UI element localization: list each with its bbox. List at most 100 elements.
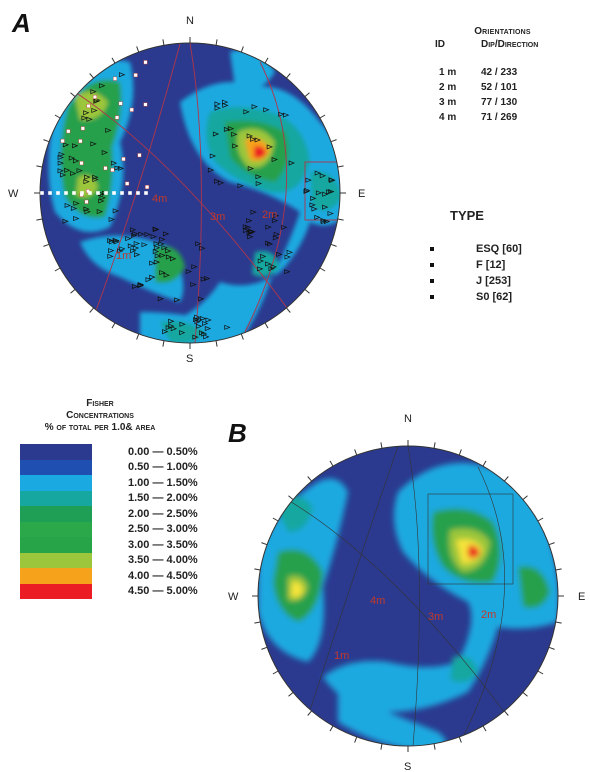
data-point <box>199 316 207 322</box>
data-point <box>80 126 85 131</box>
data-point <box>199 245 206 251</box>
data-point <box>57 154 64 160</box>
data-point <box>266 144 274 150</box>
data-point <box>250 136 257 142</box>
net-tick <box>272 670 279 675</box>
data-point <box>185 269 193 275</box>
net-tick <box>304 289 310 294</box>
bullet-icon <box>430 263 434 267</box>
type-legend-title: TYPE <box>450 208 484 223</box>
type-legend-label: F [12] <box>476 259 506 271</box>
data-point <box>121 157 126 162</box>
data-point <box>270 264 277 270</box>
fisher-legend-swatch <box>20 552 92 568</box>
data-point <box>48 191 52 195</box>
data-point <box>304 187 311 193</box>
orientation-id: 2 m <box>439 82 457 93</box>
data-point <box>255 181 263 187</box>
data-point <box>86 189 91 194</box>
data-point <box>162 231 170 237</box>
type-legend-item: F [12] <box>430 257 522 273</box>
net-tick <box>458 736 462 743</box>
data-point <box>88 191 92 195</box>
data-point <box>104 191 108 195</box>
data-point <box>93 98 100 104</box>
data-point <box>84 174 91 180</box>
fisher-legend-row: 0.00 — 0.50% <box>20 444 198 460</box>
net-tick <box>337 218 344 221</box>
data-point <box>90 89 97 95</box>
data-point <box>265 261 272 267</box>
type-legend-item: ESQ [60] <box>430 241 522 257</box>
data-point <box>110 160 118 166</box>
stereonet-a: 1m 2m 3m 4m N E S W <box>8 15 365 365</box>
data-point <box>254 137 261 143</box>
plane-label-2m-b: 2m <box>481 609 496 621</box>
net-tick <box>288 495 294 500</box>
data-point <box>103 166 108 171</box>
data-point <box>60 138 65 143</box>
bullet-icon <box>430 295 434 299</box>
plane-label-3m-b: 3m <box>428 611 443 623</box>
data-point <box>168 318 175 324</box>
data-point <box>319 173 327 179</box>
fisher-legend-row: 2.00 — 2.50% <box>20 506 198 522</box>
data-point <box>83 110 90 116</box>
data-point <box>163 272 170 278</box>
data-point <box>84 199 89 204</box>
data-point <box>84 209 91 215</box>
data-point <box>263 107 270 113</box>
data-point <box>207 167 215 173</box>
data-point <box>194 319 201 325</box>
data-point <box>260 253 267 259</box>
data-point <box>119 246 126 252</box>
net-tick <box>89 307 94 313</box>
net-tick <box>319 114 326 119</box>
data-point <box>131 283 139 290</box>
orientation-value: 52 / 101 <box>481 82 518 93</box>
net-tick <box>458 449 462 456</box>
net-tick <box>286 73 291 79</box>
data-point <box>247 234 254 240</box>
orientation-value: 42 / 233 <box>481 67 518 78</box>
data-point <box>137 153 142 158</box>
data-point <box>162 329 169 335</box>
plane-label-4m-b: 4m <box>370 595 385 607</box>
north-label-a: N <box>186 15 194 27</box>
data-point <box>153 226 160 233</box>
data-point <box>133 73 138 78</box>
data-point <box>149 260 156 266</box>
data-point <box>199 330 206 336</box>
plane-label-1m-a: 1m <box>116 250 131 262</box>
data-point <box>64 202 71 208</box>
data-point <box>314 170 322 176</box>
data-point <box>96 209 104 215</box>
net-tick <box>307 710 312 716</box>
data-point <box>86 116 93 122</box>
data-point <box>134 252 141 258</box>
net-tick <box>36 165 43 168</box>
fisher-legend-row: 4.50 — 5.00% <box>20 583 198 599</box>
fisher-legend-swatch <box>20 583 92 599</box>
net-tick <box>286 307 291 313</box>
data-points-a <box>40 60 336 340</box>
net-tick <box>261 646 268 650</box>
data-point <box>243 228 250 234</box>
fisher-legend-label: 3.00 — 3.50% <box>128 538 198 551</box>
data-point <box>265 240 272 246</box>
data-point <box>153 241 160 247</box>
panel-b-label: B <box>228 418 247 448</box>
data-point <box>326 189 333 195</box>
data-point <box>168 323 175 329</box>
panel-a-label: A <box>12 8 31 38</box>
data-point <box>309 202 316 208</box>
stereonet-b: 1m 2m 3m 4m N E S W <box>228 413 585 772</box>
net-tick <box>337 165 344 168</box>
fisher-legend-label: 0.50 — 1.00% <box>128 461 198 474</box>
data-point <box>130 248 137 254</box>
data-point <box>133 240 141 247</box>
data-point <box>127 243 135 249</box>
net-tick <box>264 57 269 64</box>
bullet-icon <box>430 247 434 251</box>
fisher-legend-title-1: Fisher <box>86 398 114 409</box>
